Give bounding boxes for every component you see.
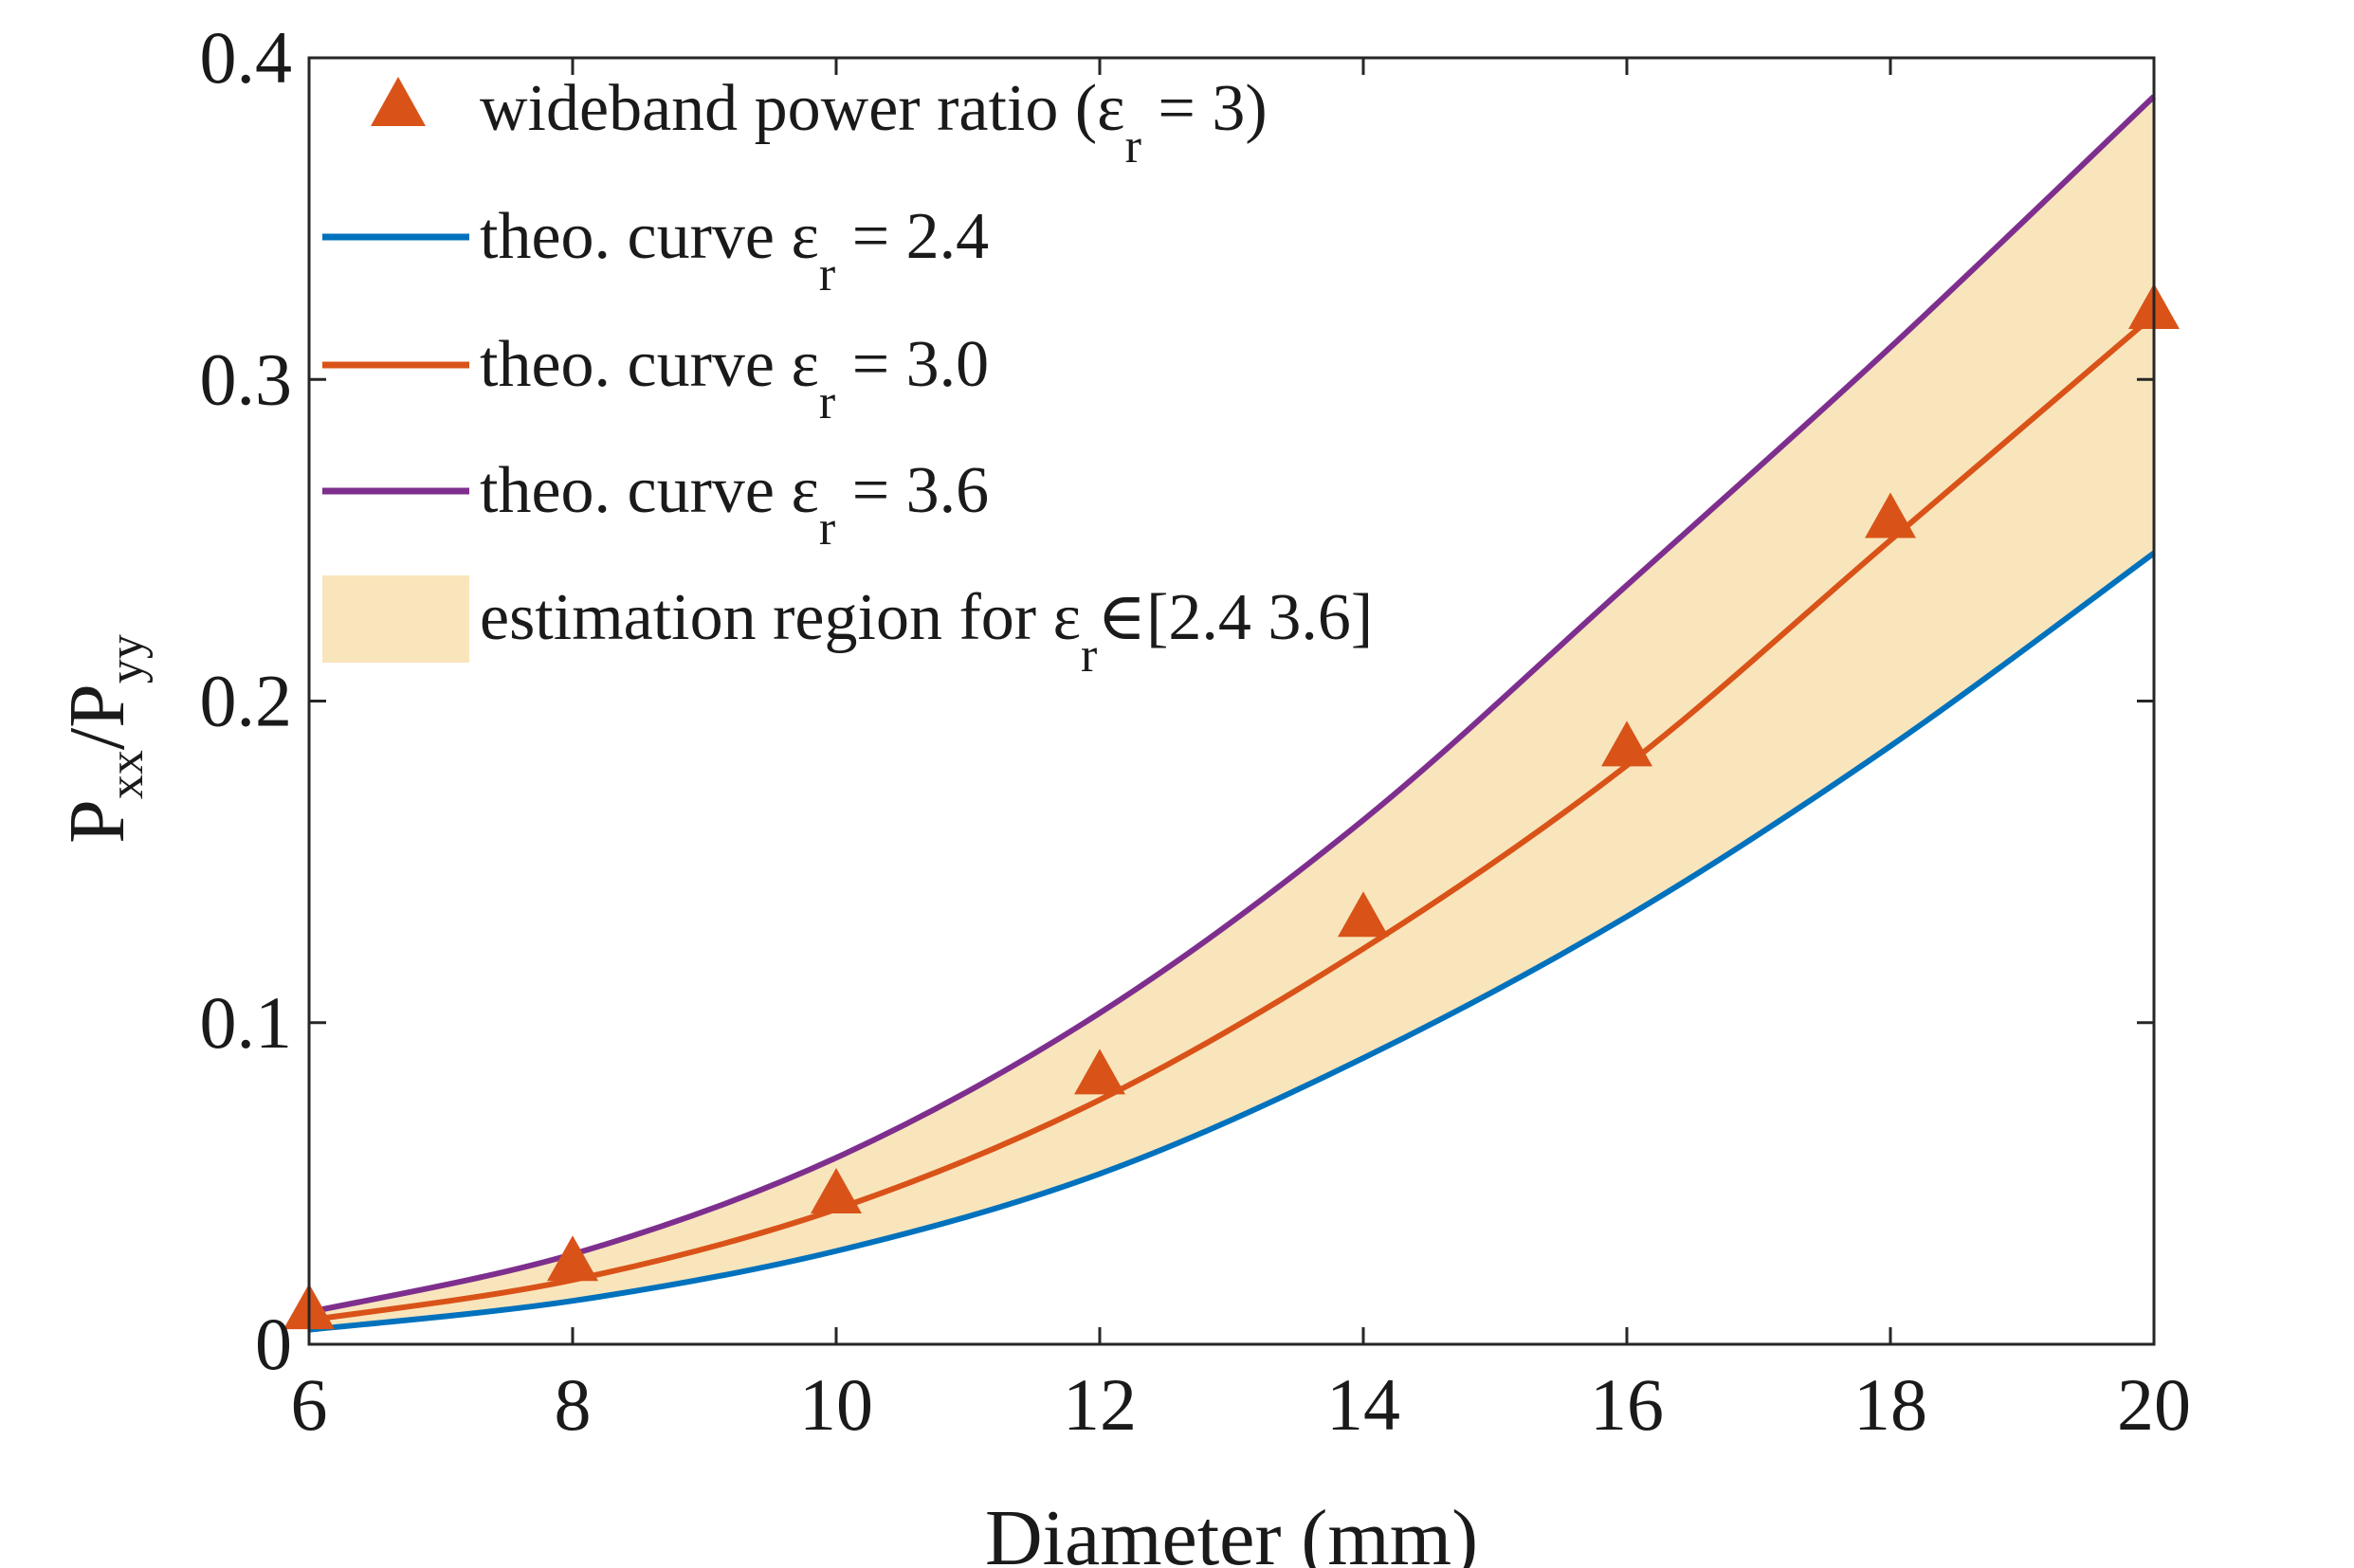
y-tick-label: 0.2	[200, 660, 293, 742]
x-tick-label: 12	[1063, 1363, 1137, 1446]
legend-label: estimation region for εr∈[2.4 3.6]	[480, 581, 1373, 683]
x-tick-label: 14	[1326, 1363, 1400, 1446]
power-ratio-marker	[547, 1235, 598, 1282]
legend-label: theo. curve εr = 2.4	[480, 200, 989, 301]
y-axis-title: Pxx/Pyy	[53, 634, 154, 844]
y-tick-label: 0.4	[200, 16, 293, 99]
legend-label: theo. curve εr = 3.6	[480, 454, 989, 556]
power-ratio-marker	[1865, 492, 1916, 538]
estimation-region-fill	[309, 96, 2154, 1330]
curves-layer	[308, 94, 2157, 1333]
curve-line-3	[308, 94, 2157, 1316]
ticks-layer: 6 8 10 12 14 16 18 20 0 0.1 0.2 0.3 0.4	[200, 16, 2192, 1446]
estimation-region-layer	[309, 96, 2154, 1330]
x-tick-label: 10	[799, 1363, 873, 1446]
x-tick-label: 20	[2117, 1363, 2191, 1446]
power-ratio-marker	[1601, 720, 1652, 767]
power-ratio-marker	[1338, 891, 1389, 938]
curve-line-2	[308, 313, 2156, 1323]
curve-line-1	[308, 551, 2156, 1333]
y-tick-label: 0	[255, 1303, 292, 1385]
legend-label: wideband power ratio (εr = 3)	[480, 72, 1268, 173]
x-tick-label: 18	[1853, 1363, 1927, 1446]
legend-marker-symbol	[371, 77, 426, 126]
power-ratio-marker	[1074, 1048, 1125, 1095]
x-tick-label: 6	[291, 1363, 328, 1446]
y-tick-label: 0.1	[200, 981, 293, 1064]
x-tick-label: 8	[555, 1363, 592, 1446]
x-axis-title: Diameter (mm)	[985, 1494, 1478, 1568]
power-ratio-marker	[811, 1167, 862, 1213]
legend-label: theo. curve εr = 3.0	[480, 328, 989, 429]
legend: wideband power ratio (εr = 3) theo. curve…	[322, 72, 1373, 683]
x-tick-label: 16	[1590, 1363, 1664, 1446]
y-tick-label: 0.3	[200, 337, 293, 420]
legend-fill-swatch	[322, 575, 469, 663]
